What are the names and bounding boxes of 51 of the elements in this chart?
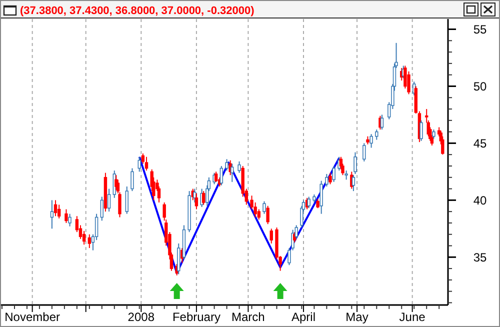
candlestick: [354, 152, 357, 174]
candlestick: [144, 156, 148, 172]
x-tick-label: November: [4, 310, 60, 324]
candlestick: [130, 168, 134, 192]
x-tick-label: March: [232, 310, 265, 324]
candlestick: [177, 242, 180, 275]
candlestick: [238, 160, 241, 174]
candlestick: [380, 114, 384, 130]
y-tick-label: 40: [473, 193, 487, 208]
x-tick-label: June: [399, 310, 426, 324]
candlestick: [225, 158, 228, 172]
candlestick: [375, 129, 378, 140]
candlestick: [107, 188, 111, 212]
y-tick-label: 45: [473, 136, 487, 150]
candlestick: [332, 165, 336, 182]
candlestick: [220, 165, 224, 186]
x-tick-label: May: [346, 310, 368, 324]
y-tick-label: 35: [473, 250, 487, 264]
chart-title: (37.3800, 37.4300, 36.8000, 37.0000, -0.32000): [20, 5, 255, 17]
candlestick: [352, 174, 356, 192]
candlestick: [202, 190, 206, 206]
candlestick: [325, 173, 328, 187]
candlestick: [432, 129, 436, 140]
candlestick: [344, 170, 348, 180]
candlestick: [328, 172, 332, 185]
candlestick: [100, 196, 104, 222]
candlestick: [68, 213, 72, 227]
y-tick-label: 50: [473, 79, 487, 94]
candlestick: [362, 142, 366, 162]
candlestick: [125, 186, 128, 214]
candlestick: [262, 200, 266, 214]
candlestick: [57, 204, 61, 219]
candlestick: [50, 200, 54, 230]
candlestick: [420, 120, 423, 142]
candlestick: [307, 196, 310, 209]
candlestick: [316, 198, 320, 209]
candlestick: [54, 200, 58, 217]
x-tick-label: February: [172, 310, 220, 324]
candlestick: [194, 192, 198, 210]
candlestick: [266, 205, 270, 225]
candlestick: [214, 171, 218, 182]
candlestick: [138, 156, 141, 172]
x-tick-label: April: [291, 310, 316, 324]
candlestick: [270, 228, 273, 244]
candlestick: [320, 180, 323, 214]
candlestick: [230, 163, 234, 182]
candlestick: [64, 208, 68, 224]
candlestick: [88, 234, 92, 249]
candlestick: [370, 134, 373, 148]
y-tick-label: 55: [473, 22, 487, 36]
x-tick-label: 2008: [128, 310, 155, 324]
